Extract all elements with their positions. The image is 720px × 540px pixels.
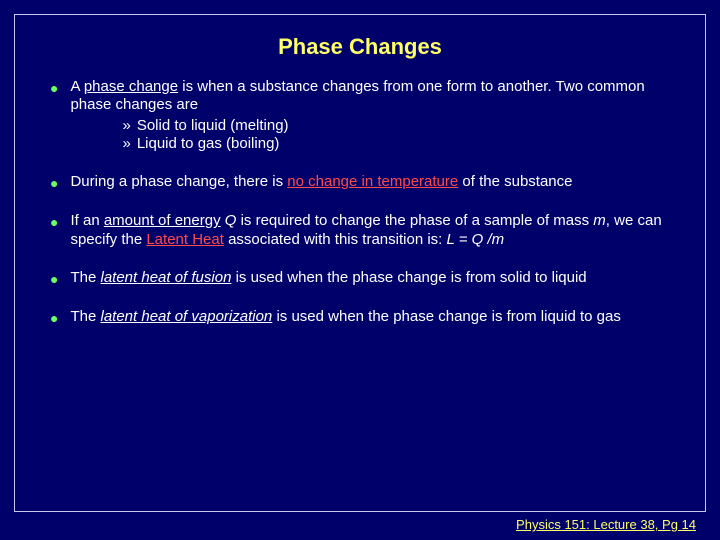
text: The xyxy=(70,269,100,286)
bullet-5: ● The latent heat of vaporization is use… xyxy=(50,308,670,327)
bullet-icon: ● xyxy=(50,80,58,97)
sub-marker-icon: » xyxy=(122,135,130,152)
bullet-4-text: The latent heat of fusion is used when t… xyxy=(70,269,670,287)
text-italic-underline: latent heat of fusion xyxy=(100,269,231,286)
sub-item-2: » Liquid to gas (boiling) xyxy=(122,135,670,153)
bullet-icon: ● xyxy=(50,310,58,327)
slide-content: ● A phase change is when a substance cha… xyxy=(44,78,676,327)
text-italic-underline: latent heat of vaporization xyxy=(100,308,272,325)
equation: L = Q /m xyxy=(447,231,505,248)
bullet-3-text: If an amount of energy Q is required to … xyxy=(70,212,670,249)
text: of the substance xyxy=(458,173,572,190)
text: is required to change the phase of a sam… xyxy=(236,212,593,229)
text: A xyxy=(70,78,83,95)
bullet-3: ● If an amount of energy Q is required t… xyxy=(50,212,670,249)
bullet-icon: ● xyxy=(50,271,58,288)
text-emphasis: Latent Heat xyxy=(146,231,224,248)
text: Liquid to gas (boiling) xyxy=(137,135,280,152)
text: Solid to liquid (melting) xyxy=(137,117,289,134)
text-underline: phase change xyxy=(84,78,178,95)
bullet-1-text: A phase change is when a substance chang… xyxy=(70,78,670,153)
bullet-5-text: The latent heat of vaporization is used … xyxy=(70,308,670,326)
bullet-2: ● During a phase change, there is no cha… xyxy=(50,173,670,192)
slide-footer: Physics 151: Lecture 38, Pg 14 xyxy=(516,517,696,532)
sub-marker-icon: » xyxy=(122,117,130,134)
text: The xyxy=(70,308,100,325)
sub-item-1: » Solid to liquid (melting) xyxy=(122,117,670,135)
text: associated with this transition is: xyxy=(224,231,447,248)
text-italic: Q xyxy=(225,212,237,229)
text-underline: amount of energy xyxy=(104,212,221,229)
bullet-2-text: During a phase change, there is no chang… xyxy=(70,173,670,191)
text-emphasis: no change in temperature xyxy=(287,173,458,190)
bullet-4: ● The latent heat of fusion is used when… xyxy=(50,269,670,288)
bullet-1: ● A phase change is when a substance cha… xyxy=(50,78,670,153)
bullet-icon: ● xyxy=(50,214,58,231)
slide-title: Phase Changes xyxy=(44,34,676,60)
sub-list: » Solid to liquid (melting) » Liquid to ga… xyxy=(122,117,670,154)
text-italic: m xyxy=(593,212,606,229)
text: If an xyxy=(70,212,103,229)
slide: Phase Changes ● A phase change is when a… xyxy=(0,0,720,540)
text: During a phase change, there is xyxy=(70,173,287,190)
bullet-icon: ● xyxy=(50,175,58,192)
text: is used when the phase change is from so… xyxy=(231,269,586,286)
text: is used when the phase change is from li… xyxy=(272,308,621,325)
